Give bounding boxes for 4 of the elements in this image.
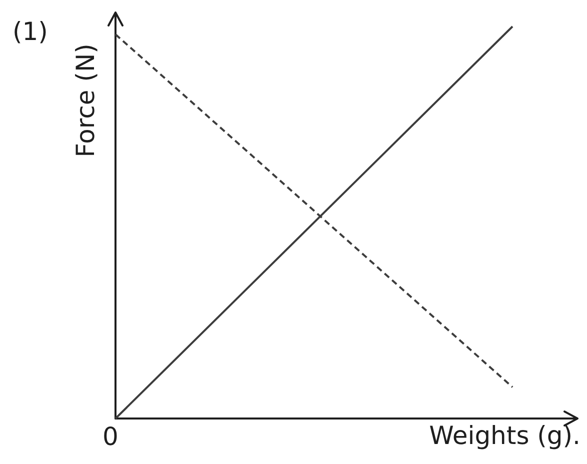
x-axis-title: Weights (g). <box>429 421 581 450</box>
text: 0 <box>102 422 118 451</box>
y-axis-title: Force (N) <box>71 44 100 158</box>
chart-title: (1) <box>12 17 48 46</box>
